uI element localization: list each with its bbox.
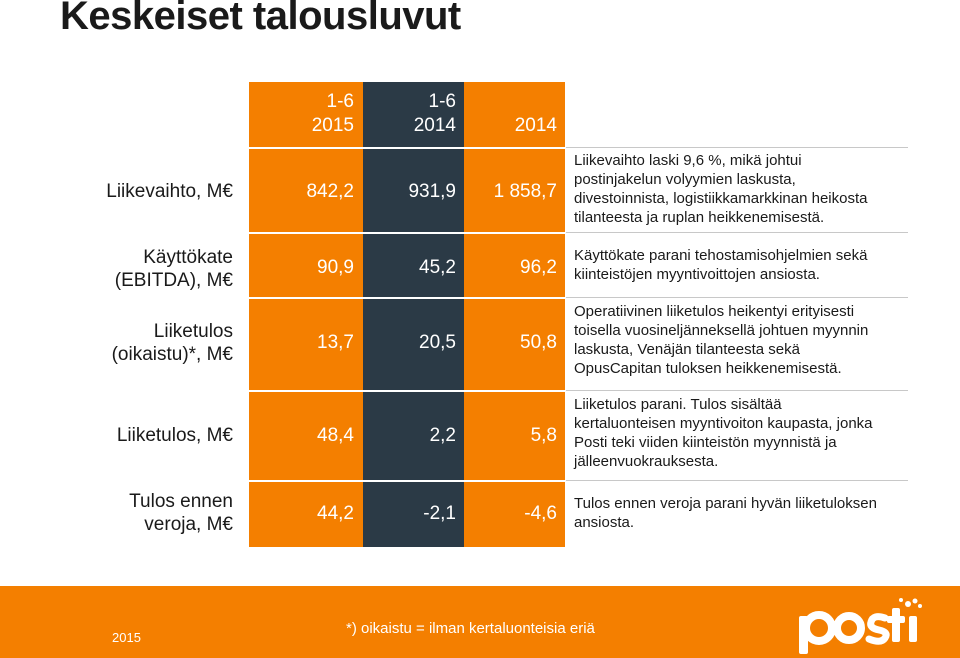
logo-dot [912, 598, 918, 604]
logo-letter-p-bowl [802, 611, 836, 645]
column-2014-full-background [464, 82, 565, 547]
row-label-liiketulos: Liiketulos, M€ [60, 424, 233, 447]
posti-logo [799, 598, 922, 654]
column-header-1-line2: 2015 [311, 115, 354, 136]
value-cell: 90,9 [317, 257, 354, 278]
description-line: jälleenvuokrauksesta. [574, 453, 719, 470]
desc-divider [566, 232, 908, 233]
desc-divider [566, 480, 908, 481]
column-header-2-line2: 2014 [413, 115, 456, 136]
description-line: Liikevaihto laski 9,6 %, mikä johtui [574, 152, 802, 169]
column-2015-h1-background [249, 82, 363, 547]
value-cell: 842,2 [306, 181, 354, 202]
row-label-liikevaihto: Liikevaihto, M€ [60, 180, 233, 203]
column-header-1-line1: 1-6 [326, 91, 354, 112]
logo-letter-t-bar [887, 616, 905, 623]
column-header-2-line1: 1-6 [428, 91, 456, 112]
row-label-line: Tulos ennen [129, 491, 233, 512]
row-label-line: Liiketulos [153, 321, 233, 342]
row-description: Operatiivinen liiketulos heikentyi erity… [574, 302, 910, 378]
page-title: Keskeiset talousluvut [60, 0, 461, 38]
row-divider [249, 147, 565, 149]
footer-year: 2015 [112, 630, 141, 645]
value-cell: -2,1 [423, 503, 456, 524]
description-line: kiinteistöjen myyntivoittojen ansiosta. [574, 266, 820, 283]
logo-letter-t-stem [892, 608, 900, 642]
description-line: toisella vuosineljänneksellä johtuen myy… [574, 322, 869, 339]
row-label-line: Liiketulos, M€ [116, 425, 233, 446]
value-cell: 44,2 [317, 503, 354, 524]
description-line: Liiketulos parani. Tulos sisältää [574, 396, 782, 413]
logo-dot [905, 601, 911, 607]
value-cell: 96,2 [520, 257, 557, 278]
desc-divider [566, 390, 908, 391]
value-cell: 931,9 [408, 181, 456, 202]
row-description: Tulos ennen veroja parani hyvän liiketul… [574, 494, 910, 532]
description-line: Käyttökate parani tehostamisohjelmien se… [574, 247, 868, 264]
value-cell: -4,6 [524, 503, 557, 524]
column-header-3-line2: 2014 [514, 115, 557, 136]
value-cell: 13,7 [317, 332, 354, 353]
row-label-line: Käyttökate [143, 247, 233, 268]
value-cell: 2,2 [429, 425, 456, 446]
column-header-1: 1-6 2015 [249, 90, 354, 142]
row-divider [249, 297, 565, 299]
desc-divider [566, 297, 908, 298]
description-line: laskusta, Venäjän tilanteesta sekä [574, 341, 800, 358]
row-label-line: veroja, M€ [144, 514, 233, 535]
column-header-3: 2014 [464, 114, 557, 166]
value-cell: 48,4 [317, 425, 354, 446]
row-divider [249, 480, 565, 482]
row-label-liiketulos-oikaistu: Liiketulos (oikaistu)*, M€ [60, 320, 233, 366]
description-line: kertaluonteisen myyntivoiton kaupasta, j… [574, 415, 873, 432]
description-line: ansiosta. [574, 514, 635, 531]
value-cell: 45,2 [419, 257, 456, 278]
description-line: postinjakelun volyymien laskusta, [574, 171, 796, 188]
value-cell: 20,5 [419, 332, 456, 353]
description-line: OpusCapitan tuloksen heikkenemisestä. [574, 360, 842, 377]
logo-letter-o [833, 612, 865, 644]
description-line: Posti teki viiden kiinteistön myynnistä … [574, 434, 837, 451]
description-line: divestoinnista, logistiikkamarkkinan hei… [574, 190, 868, 207]
description-line: Operatiivinen liiketulos heikentyi erity… [574, 303, 855, 320]
value-cell: 5,8 [530, 425, 557, 446]
row-label-ebitda: Käyttökate (EBITDA), M€ [60, 246, 233, 292]
row-label-line: (EBITDA), M€ [114, 270, 233, 291]
row-divider [249, 390, 565, 392]
logo-dot [899, 598, 903, 602]
row-label-tulos-ennen-veroja: Tulos ennen veroja, M€ [60, 490, 233, 536]
description-line: Tulos ennen veroja parani hyvän liiketul… [574, 495, 877, 512]
row-description: Käyttökate parani tehostamisohjelmien se… [574, 246, 910, 284]
desc-divider [566, 147, 908, 148]
footnote: *) oikaistu = ilman kertaluonteisia eriä [346, 620, 595, 637]
row-label-line: (oikaistu)*, M€ [111, 344, 233, 365]
column-header-2: 1-6 2014 [363, 90, 456, 142]
value-cell: 1 858,7 [493, 181, 557, 202]
row-label-line: Liikevaihto, M€ [106, 181, 233, 202]
value-cell: 50,8 [520, 332, 557, 353]
column-2014-h1-background [363, 82, 464, 547]
logo-dot [918, 604, 922, 608]
logo-letter-i-stem [909, 616, 917, 642]
description-line: tilanteesta ja ruplan heikkenemisestä. [574, 209, 825, 226]
row-divider [249, 232, 565, 234]
row-description: Liikevaihto laski 9,6 %, mikä johtui pos… [574, 151, 910, 227]
logo-letter-s [865, 613, 890, 645]
row-description: Liiketulos parani. Tulos sisältää kertal… [574, 395, 910, 471]
